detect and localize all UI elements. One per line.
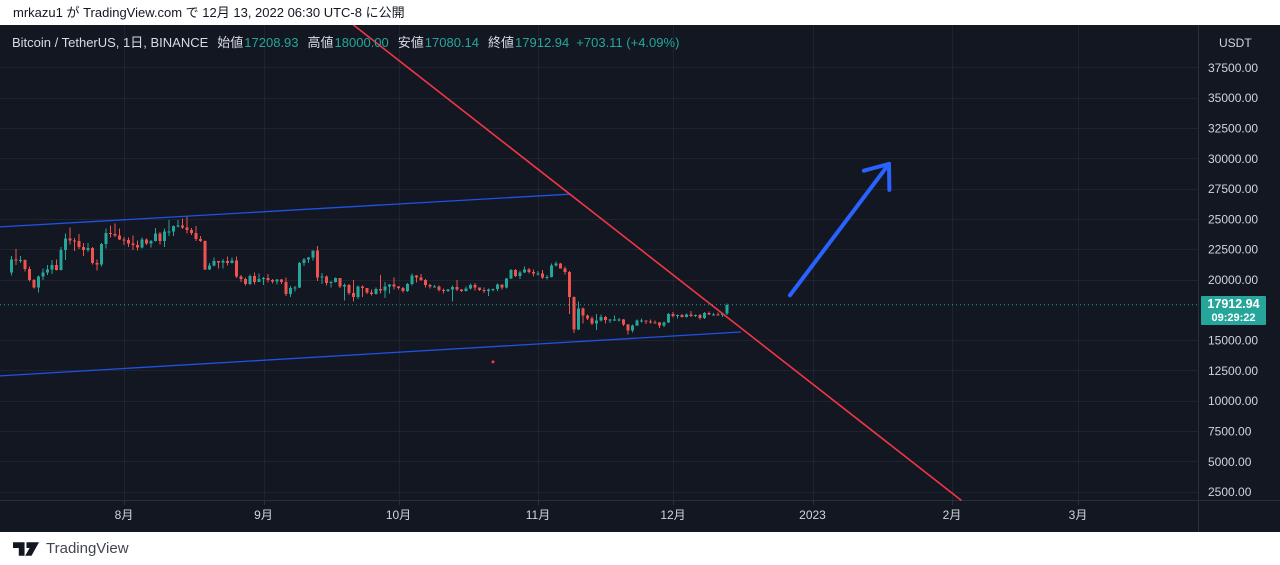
tradingview-logo-icon [13,541,39,556]
svg-text:USDT: USDT [1219,36,1252,50]
svg-text:15000.00: 15000.00 [1208,334,1258,348]
last-price-value: 17912.94 [1207,297,1260,311]
svg-text:7500.00: 7500.00 [1208,425,1252,439]
svg-text:12月: 12月 [660,508,685,522]
last-price-label: 17912.94 09:29:22 [1201,296,1266,325]
chart-canvas[interactable]: USDT 37500.00 35000.00 32500.00 30000.00 2750… [0,25,1280,532]
svg-text:2500.00: 2500.00 [1208,485,1252,499]
svg-text:12500.00: 12500.00 [1208,364,1258,378]
svg-text:8月: 8月 [115,508,134,522]
svg-text:37500.00: 37500.00 [1208,61,1258,75]
svg-text:35000.00: 35000.00 [1208,91,1258,105]
svg-text:32500.00: 32500.00 [1208,122,1258,136]
svg-text:9月: 9月 [254,508,273,522]
svg-text:30000.00: 30000.00 [1208,152,1258,166]
svg-text:5000.00: 5000.00 [1208,455,1252,469]
svg-text:10000.00: 10000.00 [1208,394,1258,408]
svg-text:2月: 2月 [943,508,962,522]
tradingview-brand-text: TradingView [46,540,129,557]
svg-text:11月: 11月 [526,508,550,522]
bar-countdown: 09:29:22 [1211,312,1256,324]
svg-text:2023: 2023 [799,508,826,522]
footer-bar: TradingView [0,532,1280,565]
svg-text:22500.00: 22500.00 [1208,243,1258,257]
svg-text:3月: 3月 [1069,508,1088,522]
svg-text:10月: 10月 [386,508,411,522]
svg-text:27500.00: 27500.00 [1208,182,1258,196]
chart-region: USDT 37500.00 35000.00 32500.00 30000.00 2750… [0,25,1280,532]
attribution-bar: mrkazu1 が TradingView.com で 12月 13, 2022… [0,0,1280,25]
tradingview-link[interactable]: TradingView [13,540,129,557]
attribution-text: mrkazu1 が TradingView.com で 12月 13, 2022… [13,5,405,20]
svg-text:25000.00: 25000.00 [1208,212,1258,226]
svg-text:20000.00: 20000.00 [1208,273,1258,287]
